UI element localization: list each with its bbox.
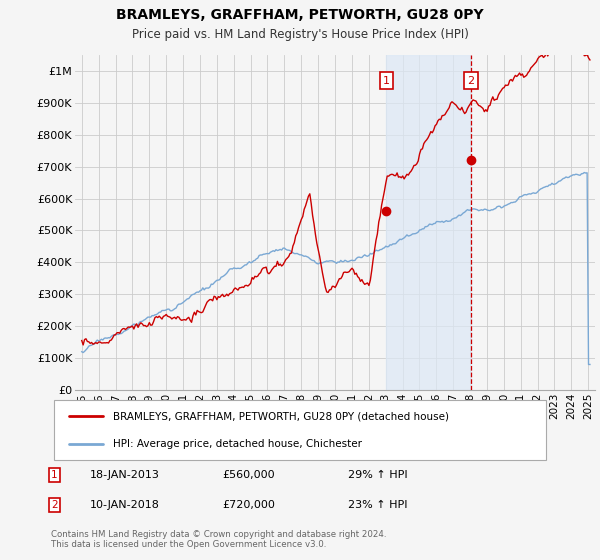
Text: Price paid vs. HM Land Registry's House Price Index (HPI): Price paid vs. HM Land Registry's House …: [131, 28, 469, 41]
Text: £560,000: £560,000: [222, 470, 275, 480]
Bar: [386, 55, 471, 390]
Text: 1: 1: [383, 76, 390, 86]
Text: 1: 1: [51, 470, 58, 480]
Text: 23% ↑ HPI: 23% ↑ HPI: [348, 500, 407, 510]
Text: £720,000: £720,000: [222, 500, 275, 510]
Text: 18-JAN-2013: 18-JAN-2013: [90, 470, 160, 480]
Text: BRAMLEYS, GRAFFHAM, PETWORTH, GU28 0PY (detached house): BRAMLEYS, GRAFFHAM, PETWORTH, GU28 0PY (…: [113, 411, 449, 421]
Text: 2: 2: [467, 76, 475, 86]
Text: BRAMLEYS, GRAFFHAM, PETWORTH, GU28 0PY: BRAMLEYS, GRAFFHAM, PETWORTH, GU28 0PY: [116, 8, 484, 22]
Text: HPI: Average price, detached house, Chichester: HPI: Average price, detached house, Chic…: [113, 439, 362, 449]
FancyBboxPatch shape: [54, 400, 546, 460]
Text: Contains HM Land Registry data © Crown copyright and database right 2024.
This d: Contains HM Land Registry data © Crown c…: [51, 530, 386, 549]
Text: 2: 2: [51, 500, 58, 510]
Text: 29% ↑ HPI: 29% ↑ HPI: [348, 470, 407, 480]
Text: 10-JAN-2018: 10-JAN-2018: [90, 500, 160, 510]
